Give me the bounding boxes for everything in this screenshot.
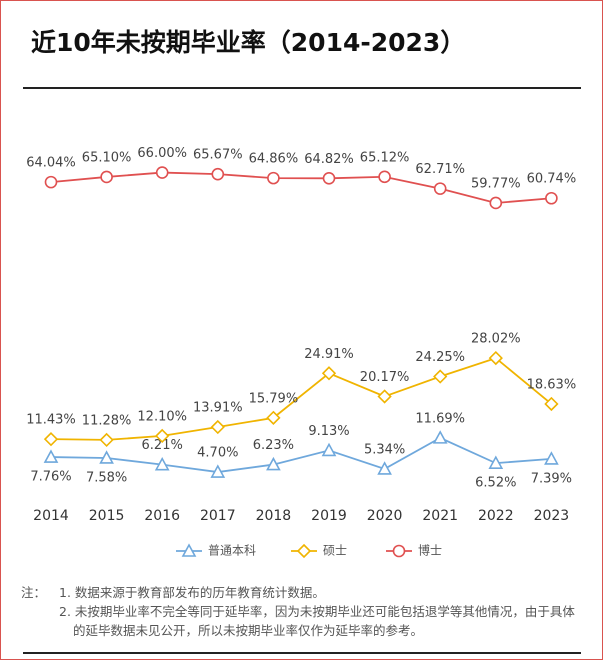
point	[210, 419, 225, 435]
series-line	[50, 171, 552, 204]
note: 1. 数据来源于教育部发布的历年教育统计数据。	[59, 585, 325, 600]
value-label: 9.13%	[308, 424, 349, 439]
point	[99, 432, 114, 448]
value-label: 66.00%	[137, 146, 187, 161]
value-label: 15.79%	[249, 391, 299, 406]
value-label: 7.58%	[86, 470, 127, 485]
value-label: 60.74%	[527, 172, 577, 187]
x-tick-label: 2020	[367, 508, 403, 524]
point	[433, 182, 447, 195]
point	[155, 166, 169, 179]
value-label: 62.71%	[415, 162, 465, 177]
point	[100, 170, 113, 184]
legend-marker	[296, 543, 312, 559]
point	[433, 369, 448, 384]
point	[378, 170, 391, 184]
value-label: 7.39%	[531, 471, 572, 486]
point	[322, 172, 336, 185]
point	[43, 432, 59, 447]
point	[432, 430, 448, 444]
x-tick-label: 2017	[200, 508, 236, 524]
value-label: 6.23%	[253, 438, 294, 453]
value-label: 24.91%	[304, 347, 354, 362]
value-label: 5.34%	[364, 442, 405, 457]
value-label: 20.17%	[360, 370, 410, 385]
legend-label: 硕士	[323, 544, 347, 558]
value-label: 28.02%	[471, 332, 521, 347]
point	[154, 456, 170, 471]
value-label: 6.21%	[142, 438, 183, 453]
point	[489, 196, 503, 210]
point	[544, 396, 559, 412]
x-tick-label: 2016	[144, 508, 180, 524]
legend-label: 普通本科	[208, 544, 256, 558]
point	[377, 461, 392, 475]
bottom-rule	[23, 652, 581, 654]
x-tick-label: 2015	[89, 508, 125, 524]
value-label: 13.91%	[193, 401, 243, 416]
x-tick-label: 2019	[311, 508, 347, 524]
legend-marker	[181, 543, 197, 557]
chart-title: 近10年未按期毕业率（2014-2023）	[31, 28, 466, 57]
point	[44, 175, 58, 189]
point	[210, 464, 226, 478]
point	[488, 350, 503, 366]
x-tick-label: 2014	[33, 508, 69, 524]
x-tick-label: 2022	[478, 508, 514, 524]
value-label: 59.77%	[471, 176, 521, 191]
point	[155, 428, 170, 444]
point	[544, 451, 559, 465]
point	[43, 449, 59, 463]
x-tick-label: 2023	[534, 508, 570, 524]
point	[267, 171, 280, 185]
point	[377, 389, 392, 404]
title-rule	[23, 87, 581, 89]
note-title: 注：	[21, 585, 47, 600]
value-label: 6.52%	[475, 476, 516, 491]
point	[321, 366, 337, 381]
series-line	[50, 357, 552, 441]
value-label: 65.12%	[360, 150, 410, 165]
point	[266, 410, 281, 425]
point	[99, 450, 114, 464]
legend-label: 博士	[418, 543, 442, 558]
value-label: 4.70%	[197, 446, 238, 461]
value-label: 12.10%	[137, 409, 187, 424]
value-label: 11.43%	[26, 413, 76, 428]
point	[321, 442, 337, 457]
note: 2. 未按期毕业率不完全等同于延毕率，因为未按期毕业还可能包括退学等其他情况，由…	[59, 604, 575, 638]
value-label: 64.86%	[249, 152, 299, 167]
value-label: 65.67%	[193, 148, 243, 163]
chart: 2014 2015 2016 2017 2018 2019 2020 2021 2022 2023…	[26, 146, 577, 559]
value-label: 24.25%	[415, 350, 465, 365]
point	[266, 456, 281, 471]
value-label: 65.10%	[82, 150, 132, 165]
value-label: 64.04%	[26, 156, 76, 171]
x-tick-label: 2018	[256, 508, 292, 524]
point	[211, 167, 225, 181]
value-label: 11.69%	[415, 411, 465, 426]
legend-marker	[392, 544, 406, 558]
point	[488, 455, 504, 469]
series-line	[50, 436, 552, 473]
value-label: 11.28%	[82, 413, 132, 428]
point	[545, 191, 558, 205]
notes: 注： 1. 数据来源于教育部发布的历年教育统计数据。 2. 未按期毕业率不完全等同…	[21, 583, 581, 640]
value-label: 18.63%	[527, 377, 577, 392]
value-label: 64.82%	[304, 152, 354, 167]
value-label: 7.76%	[30, 470, 71, 485]
x-tick-label: 2021	[422, 508, 458, 524]
